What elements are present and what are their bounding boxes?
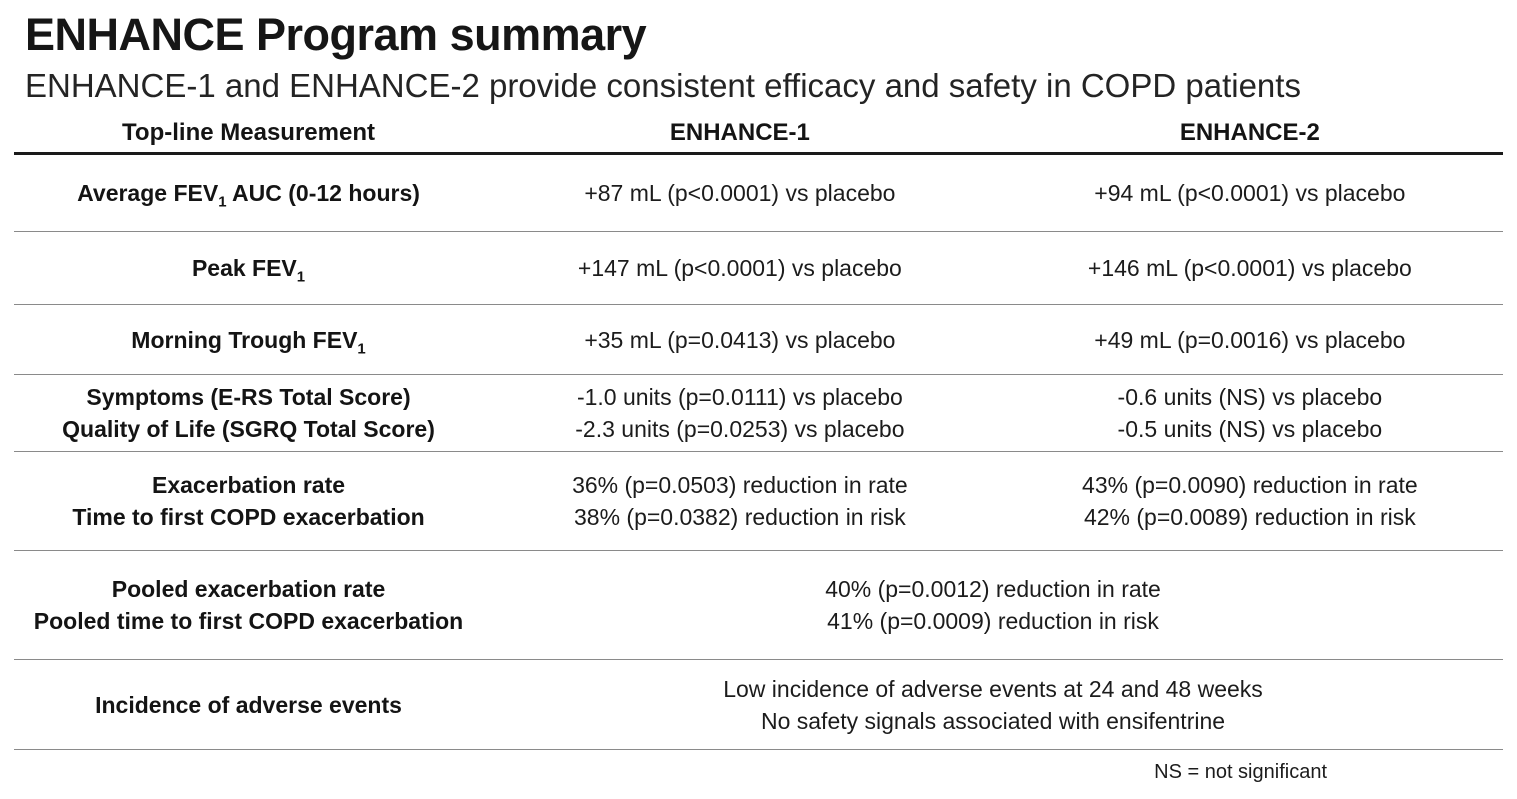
- safety-value: No safety signals associated with ensife…: [760, 707, 1226, 734]
- measurement-label: Pooled exacerbation rate: [111, 576, 386, 602]
- measurement-label-cell: Morning Trough FEV1: [14, 305, 483, 374]
- measurement-label-cell: Pooled exacerbation rate Pooled time to …: [14, 551, 483, 659]
- page-subtitle: ENHANCE-1 and ENHANCE-2 provide consiste…: [25, 67, 1301, 104]
- pooled-value: 40% (p=0.0012) reduction in rate: [825, 576, 1161, 602]
- safety-value-cell: Low incidence of adverse events at 24 an…: [483, 660, 1503, 749]
- measurement-label: Peak FEV1: [191, 255, 306, 286]
- subscript: 1: [218, 193, 227, 211]
- enhance2-value-cell: 43% (p=0.0090) reduction in rate 42% (p=…: [997, 452, 1503, 550]
- enhance2-value: +49 mL (p=0.0016) vs placebo: [1094, 326, 1406, 353]
- enhance2-value: 43% (p=0.0090) reduction in rate: [1082, 472, 1418, 498]
- measurement-label: Exacerbation rate: [152, 472, 346, 498]
- measurement-label: Symptoms (E-RS Total Score): [86, 384, 411, 410]
- measurement-label: Pooled time to first COPD exacerbation: [33, 608, 464, 634]
- enhance2-value-cell: +146 mL (p<0.0001) vs placebo: [997, 232, 1503, 304]
- enhance2-value: -0.6 units (NS) vs placebo: [1117, 384, 1383, 410]
- enhance1-value: 38% (p=0.0382) reduction in risk: [573, 504, 906, 530]
- measurement-label-cell: Incidence of adverse events: [14, 660, 483, 749]
- pooled-value: 41% (p=0.0009) reduction in risk: [827, 608, 1159, 634]
- enhance1-value-cell: -1.0 units (p=0.0111) vs placebo -2.3 un…: [483, 375, 997, 451]
- measurement-label-cell: Exacerbation rate Time to first COPD exa…: [14, 452, 483, 550]
- table-row: Morning Trough FEV1 +35 mL (p=0.0413) vs…: [14, 305, 1503, 375]
- measurement-label: Incidence of adverse events: [95, 691, 402, 718]
- enhance2-value-cell: -0.6 units (NS) vs placebo -0.5 units (N…: [997, 375, 1503, 451]
- enhance1-value-cell: +35 mL (p=0.0413) vs placebo: [483, 305, 997, 374]
- measurement-label: Time to first COPD exacerbation: [72, 504, 425, 530]
- table-row: Symptoms (E-RS Total Score) Quality of L…: [14, 375, 1503, 452]
- enhance1-value: -1.0 units (p=0.0111) vs placebo: [576, 384, 903, 410]
- subscript: 1: [357, 340, 366, 358]
- enhance1-value: +35 mL (p=0.0413) vs placebo: [584, 326, 896, 353]
- table-row: Average FEV1 AUC (0-12 hours) +87 mL (p<…: [14, 155, 1503, 232]
- header-topline-measurement: Top-line Measurement: [122, 119, 375, 146]
- enhance1-value: +87 mL (p<0.0001) vs placebo: [584, 180, 896, 206]
- table-header-row: Top-line Measurement ENHANCE-1 ENHANCE-2: [14, 114, 1503, 155]
- enhance1-value-cell: +147 mL (p<0.0001) vs placebo: [483, 232, 997, 304]
- enhance1-value: 36% (p=0.0503) reduction in rate: [572, 472, 908, 498]
- table-row: Pooled exacerbation rate Pooled time to …: [14, 551, 1503, 660]
- enhance2-value: 42% (p=0.0089) reduction in risk: [1083, 504, 1416, 530]
- enhance1-value-cell: +87 mL (p<0.0001) vs placebo: [483, 155, 997, 231]
- footnote: NS = not significant: [1154, 761, 1327, 783]
- safety-value: Low incidence of adverse events at 24 an…: [723, 675, 1263, 702]
- table-row: Peak FEV1 +147 mL (p<0.0001) vs placebo …: [14, 232, 1503, 305]
- summary-table: Top-line Measurement ENHANCE-1 ENHANCE-2…: [14, 114, 1503, 750]
- pooled-value-cell: 40% (p=0.0012) reduction in rate 41% (p=…: [483, 551, 1503, 659]
- measurement-label-cell: Peak FEV1: [14, 232, 483, 304]
- table-row: Incidence of adverse events Low incidenc…: [14, 660, 1503, 750]
- measurement-label: Morning Trough FEV1: [131, 326, 366, 358]
- table-row: Exacerbation rate Time to first COPD exa…: [14, 452, 1503, 551]
- enhance1-value: +147 mL (p<0.0001) vs placebo: [577, 255, 902, 281]
- page-title: ENHANCE Program summary: [25, 9, 647, 60]
- subscript: 1: [296, 268, 306, 286]
- enhance2-value-cell: +49 mL (p=0.0016) vs placebo: [997, 305, 1503, 374]
- enhance2-value: +94 mL (p<0.0001) vs placebo: [1094, 180, 1406, 206]
- enhance1-value: -2.3 units (p=0.0253) vs placebo: [575, 416, 905, 442]
- measurement-label: Quality of Life (SGRQ Total Score): [62, 416, 435, 442]
- enhance2-value: -0.5 units (NS) vs placebo: [1117, 416, 1383, 442]
- header-enhance-1: ENHANCE-1: [669, 119, 810, 146]
- enhance2-value-cell: +94 mL (p<0.0001) vs placebo: [997, 155, 1503, 231]
- measurement-label-cell: Average FEV1 AUC (0-12 hours): [14, 155, 483, 231]
- enhance1-value-cell: 36% (p=0.0503) reduction in rate 38% (p=…: [483, 452, 997, 550]
- measurement-label: Average FEV1 AUC (0-12 hours): [77, 180, 420, 211]
- enhance2-value: +146 mL (p<0.0001) vs placebo: [1087, 255, 1412, 281]
- header-enhance-2: ENHANCE-2: [1179, 119, 1320, 146]
- measurement-label-cell: Symptoms (E-RS Total Score) Quality of L…: [14, 375, 483, 451]
